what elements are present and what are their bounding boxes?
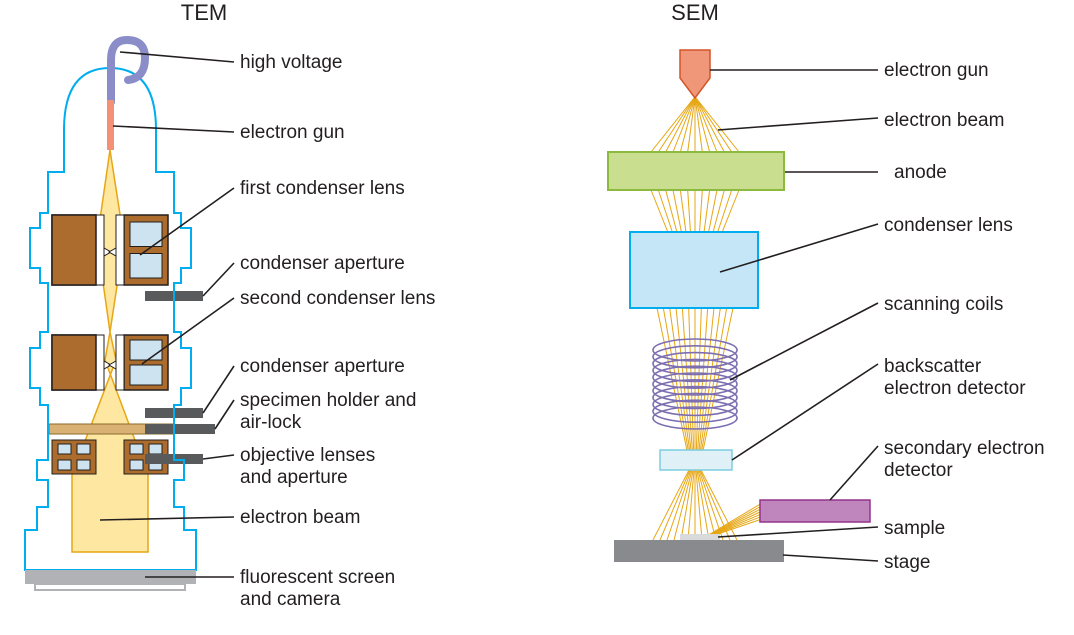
- sem-label: secondary electron: [884, 438, 1045, 459]
- tem-diagram: [25, 40, 234, 590]
- sem-label: electron beam: [884, 110, 1004, 131]
- sem-sample: [680, 534, 720, 540]
- sem-label: stage: [884, 552, 930, 573]
- tem-electron-gun: [107, 100, 114, 150]
- sem-title: SEM: [671, 0, 719, 25]
- tem-label: objective lenses: [240, 445, 375, 466]
- sem-diagram: [608, 50, 878, 562]
- sem-label: scanning coils: [884, 294, 1003, 315]
- tem-label: electron gun: [240, 122, 345, 143]
- tem-label: electron beam: [240, 507, 360, 528]
- sem-anode: [608, 152, 784, 190]
- tem-label: fluorescent screen: [240, 567, 395, 588]
- tem-label: specimen holder and: [240, 390, 416, 411]
- sem-electron-gun: [680, 50, 710, 98]
- sem-backscatter-detector: [660, 450, 732, 470]
- svg-text:air-lock: air-lock: [240, 412, 302, 433]
- svg-text:and camera: and camera: [240, 589, 341, 610]
- svg-text:and aperture: and aperture: [240, 467, 348, 488]
- svg-text:electron detector: electron detector: [884, 378, 1026, 399]
- svg-text:detector: detector: [884, 460, 953, 481]
- sem-label: anode: [894, 162, 947, 183]
- sem-stage: [614, 540, 784, 562]
- tem-label: condenser aperture: [240, 253, 405, 274]
- tem-label: first condenser lens: [240, 178, 405, 199]
- sem-label: electron gun: [884, 60, 989, 81]
- tem-label: second condenser lens: [240, 288, 435, 309]
- tem-label: high voltage: [240, 52, 342, 73]
- sem-condenser-lens: [630, 232, 758, 308]
- sem-secondary-detector: [760, 500, 870, 522]
- tem-label: condenser aperture: [240, 356, 405, 377]
- sem-label: condenser lens: [884, 215, 1013, 236]
- sem-label: sample: [884, 518, 945, 539]
- tem-title: TEM: [181, 0, 227, 25]
- sem-label: backscatter: [884, 356, 982, 377]
